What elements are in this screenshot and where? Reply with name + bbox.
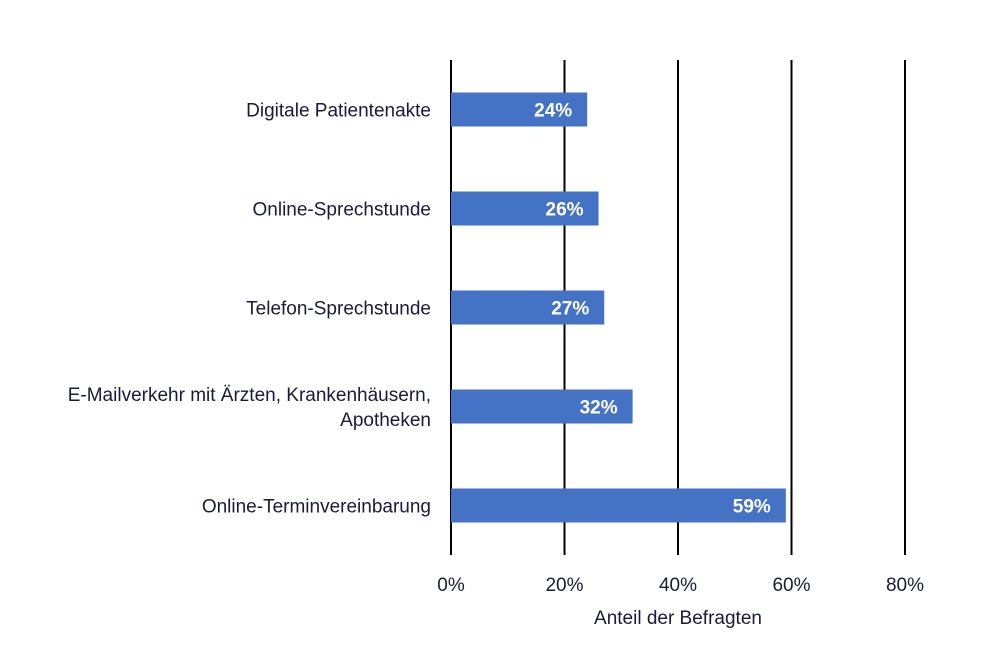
category-label: Online-Terminvereinbarung [202,497,431,518]
bar [451,290,605,325]
data-label: 24% [534,101,572,122]
x-axis-title: Anteil der Befragten [594,608,762,629]
category-label: Telefon-Sprechstunde [246,299,431,320]
x-tick-label: 80% [886,575,924,596]
bar [451,92,588,127]
x-tick-labels: 0% 20% 40% 60% 80% [437,575,924,596]
category-labels: Digitale Patientenakte Online-Sprechstund… [68,101,431,518]
data-label: 26% [546,200,584,221]
data-label: 59% [733,497,771,518]
gridlines [450,60,906,555]
category-label: Apotheken [340,410,431,431]
bars [451,92,786,523]
bar [451,488,786,523]
category-label: Online-Sprechstunde [253,200,432,221]
x-tick-label: 20% [545,575,583,596]
category-label: Digitale Patientenakte [246,101,431,122]
data-label: 32% [580,398,618,419]
data-label: 27% [551,299,589,320]
bar [451,389,633,424]
bar [451,191,599,226]
x-tick-label: 60% [772,575,810,596]
x-tick-label: 0% [437,575,465,596]
x-tick-label: 40% [659,575,697,596]
data-labels: 24% 26% 27% 32% 59% [534,101,771,518]
category-label: E-Mailverkehr mit Ärzten, Krankenhäusern… [68,385,431,406]
